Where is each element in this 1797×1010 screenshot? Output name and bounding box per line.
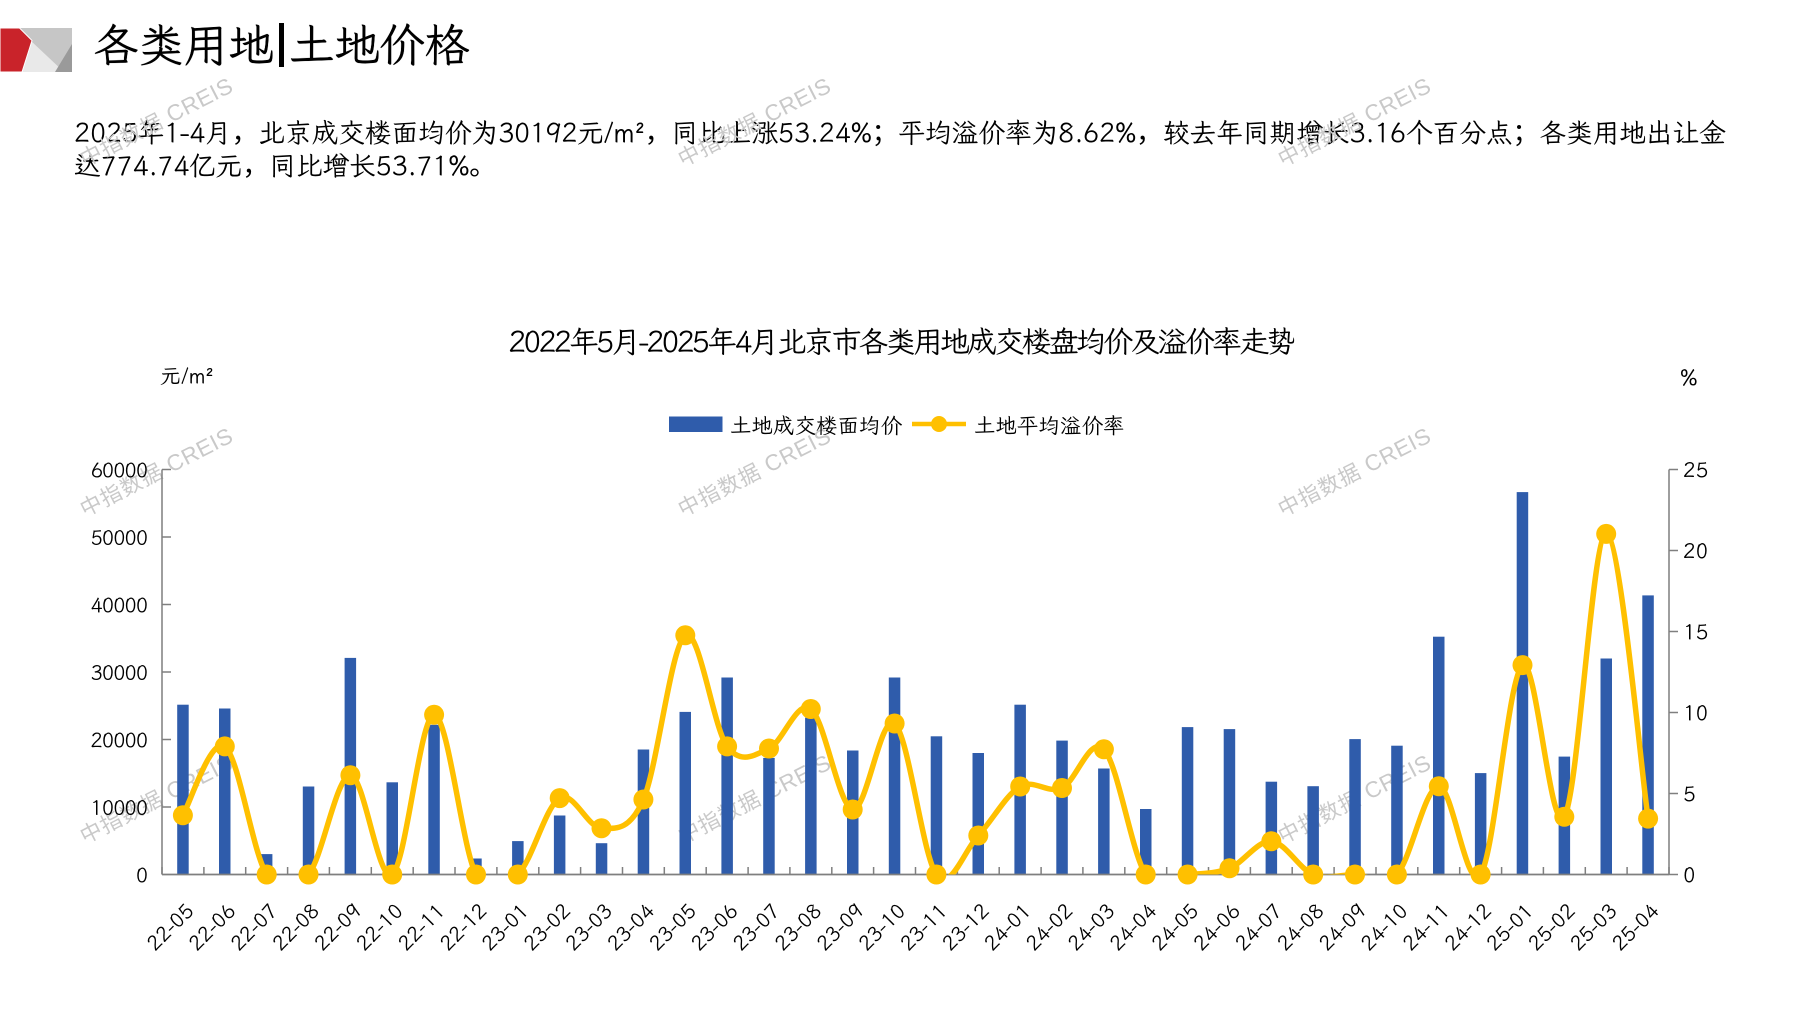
svg-text:25-03: 25-03 [1563, 897, 1622, 956]
svg-text:24-07: 24-07 [1229, 897, 1288, 956]
svg-text:24-01: 24-01 [977, 897, 1036, 956]
svg-text:22-09: 22-09 [308, 897, 367, 956]
svg-text:15: 15 [1683, 617, 1708, 645]
svg-text:20000: 20000 [91, 726, 148, 753]
svg-text:24-06: 24-06 [1187, 897, 1246, 956]
svg-text:24-10: 24-10 [1354, 897, 1413, 956]
svg-text:2022年5月-2025年4月北京市各类用地成交楼盘均价及溢: 2022年5月-2025年4月北京市各类用地成交楼盘均价及溢价率走势 [508, 321, 1294, 361]
svg-text:23-03: 23-03 [559, 897, 618, 956]
svg-text:23-09: 23-09 [810, 897, 869, 956]
svg-text:10: 10 [1683, 698, 1708, 726]
svg-text:23-08: 23-08 [768, 897, 827, 956]
svg-text:25-02: 25-02 [1522, 897, 1581, 956]
svg-text:23-04: 23-04 [601, 897, 660, 956]
svg-text:24-04: 24-04 [1103, 897, 1162, 956]
svg-text:5: 5 [1683, 779, 1696, 807]
svg-text:10000: 10000 [91, 794, 148, 821]
svg-text:23-11: 23-11 [894, 897, 953, 956]
svg-text:土地平均溢价率: 土地平均溢价率 [974, 412, 1125, 440]
svg-text:22-06: 22-06 [182, 897, 241, 956]
svg-text:25-04: 25-04 [1605, 897, 1664, 956]
svg-text:50000: 50000 [91, 524, 148, 551]
svg-text:24-09: 24-09 [1312, 897, 1371, 956]
svg-text:40000: 40000 [91, 591, 148, 618]
svg-text:24-02: 24-02 [1019, 897, 1078, 956]
svg-text:60000: 60000 [91, 456, 148, 483]
svg-text:23-12: 23-12 [936, 897, 995, 956]
svg-text:0: 0 [1683, 860, 1696, 888]
svg-text:25: 25 [1683, 455, 1708, 483]
svg-text:24-11: 24-11 [1396, 897, 1455, 956]
svg-text:22-11: 22-11 [391, 897, 450, 956]
svg-text:24-08: 24-08 [1270, 897, 1329, 956]
svg-text:%: % [1680, 363, 1698, 392]
svg-text:22-07: 22-07 [224, 897, 283, 956]
svg-text:23-07: 23-07 [726, 897, 785, 956]
svg-text:23-06: 23-06 [684, 897, 743, 956]
svg-text:22-08: 22-08 [266, 897, 325, 956]
svg-text:23-02: 23-02 [517, 897, 576, 956]
svg-text:24-03: 24-03 [1061, 897, 1120, 956]
svg-text:土地成交楼面均价: 土地成交楼面均价 [730, 412, 903, 440]
svg-text:30000: 30000 [91, 659, 148, 686]
svg-text:元/m²: 元/m² [160, 361, 213, 389]
svg-text:0: 0 [136, 861, 148, 888]
svg-text:22-10: 22-10 [349, 897, 408, 956]
svg-text:24-05: 24-05 [1145, 897, 1204, 956]
svg-text:23-10: 23-10 [852, 897, 911, 956]
svg-text:24-12: 24-12 [1438, 897, 1497, 956]
svg-text:25-01: 25-01 [1480, 897, 1539, 956]
svg-text:23-05: 23-05 [643, 897, 702, 956]
svg-text:23-01: 23-01 [475, 897, 534, 956]
svg-text:20: 20 [1683, 536, 1708, 564]
svg-text:22-12: 22-12 [433, 897, 492, 956]
svg-text:22-05: 22-05 [140, 897, 199, 956]
